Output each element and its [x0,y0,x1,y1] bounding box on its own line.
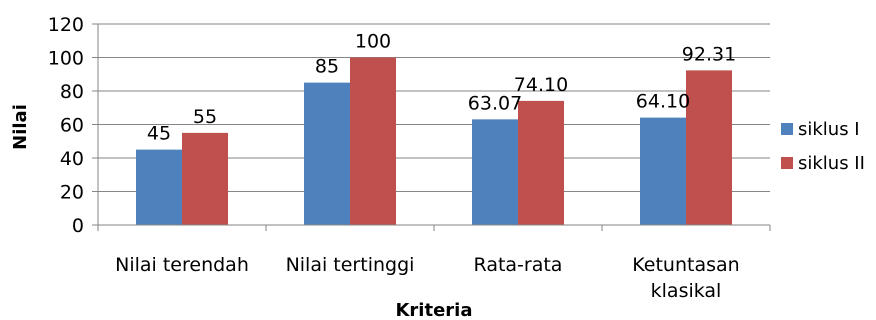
legend: siklus I siklus II [781,119,865,174]
y-tick-label: 80 [60,81,84,103]
data-label: 100 [355,31,391,53]
legend-label: siklus I [798,119,860,140]
data-label: 63.07 [468,92,522,114]
y-tick-label: 0 [72,215,84,237]
data-label: 55 [193,106,217,128]
axes [92,23,771,231]
x-category-labels: Nilai terendah Nilai tertinggi Rata-rata Ke… [115,254,740,302]
bar-siklus-2 [518,100,564,225]
y-tick-label: 100 [48,48,84,70]
legend-swatch [781,123,793,135]
x-category-label: Nilai tertinggi [286,254,415,276]
legend-swatch [781,157,793,169]
data-label: 74.10 [514,74,568,96]
x-axis-title: Kriteria [395,300,472,320]
data-label: 85 [315,56,339,78]
bar-siklus-2 [350,57,396,225]
data-label: 45 [147,123,171,145]
bar-siklus-1 [640,117,686,225]
bar-siklus-1 [304,82,350,225]
x-category-label: Rata-rata [474,254,563,276]
data-label: 64.10 [636,91,690,113]
bar-siklus-2 [686,70,732,225]
x-category-label: Nilai terendah [115,254,249,276]
x-category-label: Ketuntasan klasikal [632,254,739,302]
y-tick-label: 20 [60,182,84,204]
bar-siklus-1 [472,119,518,225]
bar-siklus-1 [136,149,182,225]
data-label: 92.31 [682,43,736,65]
y-axis-title: Nilai [10,104,31,150]
bars [136,57,732,225]
y-tick-labels: 0 20 40 60 80 100 120 [48,14,84,237]
bar-siklus-2 [182,132,228,225]
y-tick-label: 120 [48,14,84,36]
y-tick-label: 40 [60,148,84,170]
y-tick-label: 60 [60,115,84,137]
legend-label: siklus II [798,153,865,174]
